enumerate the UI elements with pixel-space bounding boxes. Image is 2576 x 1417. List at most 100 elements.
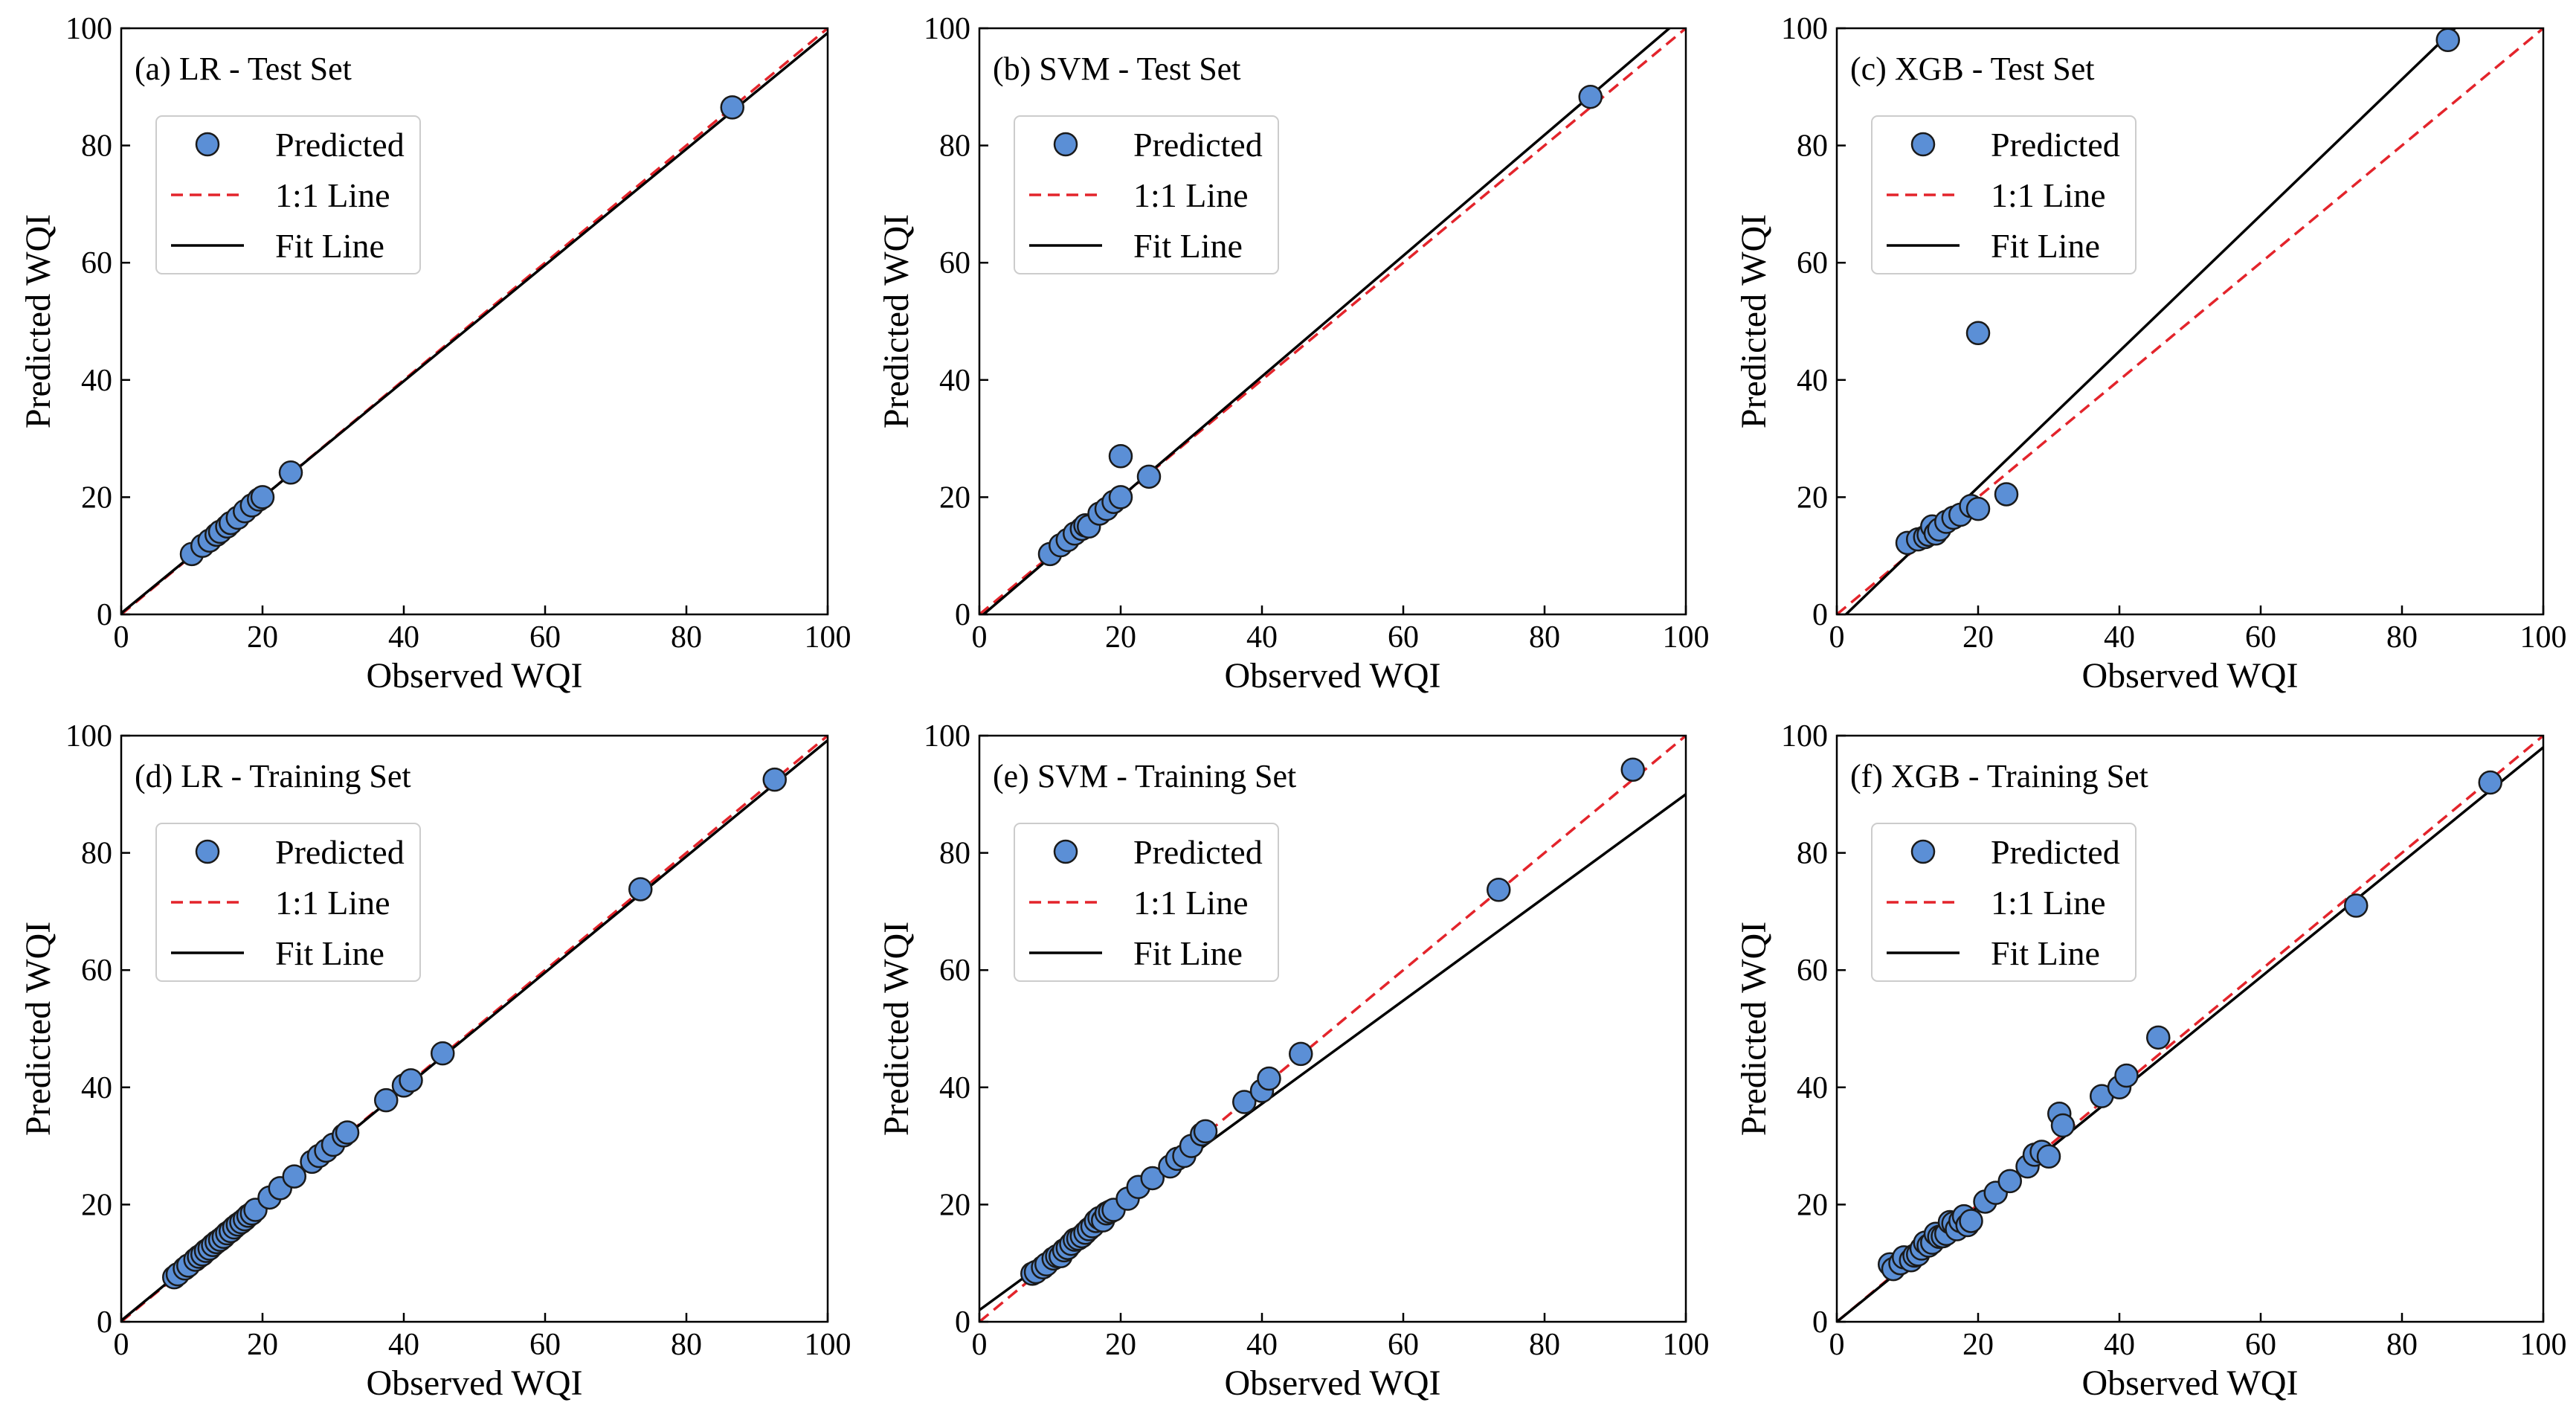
x-tick-label: 0 xyxy=(972,1328,988,1362)
legend: Predicted 1:1 Line Fit Line xyxy=(1871,115,2137,274)
panel-3: 0 20 40 60 80 100 0 20 40 60 80 100 Observed WQI Pred… xyxy=(1734,12,2567,695)
y-tick-label: 20 xyxy=(1797,1188,1828,1222)
panel-5: 0 20 40 60 80 100 0 20 40 60 80 100 Observed WQI Pred… xyxy=(877,719,1710,1403)
x-tick-label: 20 xyxy=(1962,620,1994,655)
x-tick-label: 0 xyxy=(114,620,129,655)
y-axis-label: Predicted WQI xyxy=(19,922,58,1136)
legend-label-one-to-one: 1:1 Line xyxy=(275,176,390,214)
x-tick-label: 80 xyxy=(1529,1328,1560,1362)
legend-marker-predicted xyxy=(1910,132,1936,157)
legend: Predicted 1:1 Line Fit Line xyxy=(1014,115,1279,274)
x-tick-label: 60 xyxy=(2245,620,2276,655)
data-point xyxy=(1289,1041,1313,1067)
panel-title: (b) SVM - Test Set xyxy=(993,51,1240,87)
y-axis-label: Predicted WQI xyxy=(19,214,58,428)
y-tick-label: 60 xyxy=(1797,246,1828,280)
y-tick-label: 40 xyxy=(1797,364,1828,398)
x-axis-label: Observed WQI xyxy=(2081,1363,2298,1403)
y-tick-label: 100 xyxy=(924,12,970,46)
data-point xyxy=(1487,877,1511,902)
y-tick-label: 20 xyxy=(939,481,970,515)
x-tick-label: 60 xyxy=(2245,1328,2276,1362)
x-tick-label: 40 xyxy=(388,1328,419,1362)
panel-title: (a) LR - Test Set xyxy=(135,51,352,87)
legend-label-one-to-one: 1:1 Line xyxy=(1991,176,2106,214)
panel-title: (c) XGB - Test Set xyxy=(1850,51,2095,87)
legend-marker-predicted xyxy=(1053,839,1078,864)
legend-label-predicted: Predicted xyxy=(1133,126,1263,164)
panel-title: (f) XGB - Training Set xyxy=(1850,758,2148,794)
data-point xyxy=(335,1120,360,1145)
x-tick-label: 80 xyxy=(2386,1328,2418,1362)
data-point xyxy=(762,767,787,792)
data-point xyxy=(1997,1169,2022,1194)
y-axis-label: Predicted WQI xyxy=(1734,214,1774,428)
legend: Predicted 1:1 Line Fit Line xyxy=(1871,823,2137,982)
legend-label-fit: Fit Line xyxy=(1991,934,2100,972)
x-tick-label: 100 xyxy=(805,620,851,655)
data-point xyxy=(399,1068,423,1093)
y-tick-label: 80 xyxy=(1797,837,1828,871)
legend-label-predicted: Predicted xyxy=(275,833,405,871)
legend-label-fit: Fit Line xyxy=(1991,227,2100,265)
x-tick-label: 0 xyxy=(1829,1328,1845,1362)
plot-frame xyxy=(120,27,829,616)
panel-title: (d) LR - Training Set xyxy=(135,758,411,794)
legend-label-predicted: Predicted xyxy=(1991,126,2120,164)
data-point xyxy=(2435,28,2460,53)
data-point xyxy=(2050,1113,2076,1138)
plot-frame xyxy=(1835,27,2545,616)
legend-label-fit: Fit Line xyxy=(275,227,384,265)
y-tick-label: 40 xyxy=(81,364,112,398)
data-point xyxy=(278,460,303,485)
legend-box xyxy=(155,115,421,274)
x-tick-label: 80 xyxy=(1529,620,1560,655)
x-tick-label: 20 xyxy=(247,1328,278,1362)
x-axis-label: Observed WQI xyxy=(366,656,582,695)
legend: Predicted 1:1 Line Fit Line xyxy=(155,115,421,274)
data-point xyxy=(1193,1119,1218,1144)
data-point xyxy=(374,1087,399,1113)
data-point xyxy=(431,1041,455,1066)
y-tick-label: 0 xyxy=(955,598,970,632)
x-tick-label: 60 xyxy=(1388,620,1419,655)
y-tick-label: 40 xyxy=(939,364,970,398)
data-point xyxy=(1232,1090,1257,1114)
data-point xyxy=(1108,485,1133,510)
y-axis-label: Predicted WQI xyxy=(877,214,916,428)
plot-frame xyxy=(120,734,829,1323)
data-point xyxy=(1136,464,1162,489)
x-tick-label: 100 xyxy=(2520,620,2567,655)
plot-frame xyxy=(1835,734,2545,1323)
panel-title: (e) SVM - Training Set xyxy=(993,758,1296,794)
panel-4: 0 20 40 60 80 100 0 20 40 60 80 100 Observed WQI Pred… xyxy=(19,719,851,1403)
x-tick-label: 100 xyxy=(1663,1328,1710,1362)
y-tick-label: 0 xyxy=(1812,1305,1828,1340)
legend-marker-predicted xyxy=(195,839,220,864)
x-tick-label: 20 xyxy=(1105,620,1136,655)
x-tick-label: 80 xyxy=(671,1328,702,1362)
data-point xyxy=(2478,770,2502,795)
legend-label-one-to-one: 1:1 Line xyxy=(1133,176,1249,214)
y-tick-label: 0 xyxy=(1812,598,1828,632)
y-tick-label: 20 xyxy=(81,1188,112,1222)
y-tick-label: 0 xyxy=(955,1305,970,1340)
data-point xyxy=(1959,1209,1983,1233)
data-point xyxy=(2114,1063,2139,1088)
x-tick-label: 0 xyxy=(972,620,988,655)
y-tick-label: 40 xyxy=(939,1071,970,1105)
legend-label-fit: Fit Line xyxy=(275,934,384,972)
y-tick-label: 80 xyxy=(81,129,112,164)
x-tick-label: 40 xyxy=(388,620,419,655)
legend-label-predicted: Predicted xyxy=(275,126,405,164)
data-point xyxy=(1965,321,1991,346)
legend-label-fit: Fit Line xyxy=(1133,227,1243,265)
legend-box xyxy=(1871,115,2137,274)
y-axis-label: Predicted WQI xyxy=(877,922,916,1136)
legend-label-predicted: Predicted xyxy=(1991,833,2120,871)
panel-6: 0 20 40 60 80 100 0 20 40 60 80 100 Observed WQI Pred… xyxy=(1734,719,2567,1403)
x-tick-label: 0 xyxy=(114,1328,129,1362)
plot-frame xyxy=(978,734,1687,1323)
y-tick-label: 60 xyxy=(939,954,970,988)
x-tick-label: 20 xyxy=(1105,1328,1136,1362)
